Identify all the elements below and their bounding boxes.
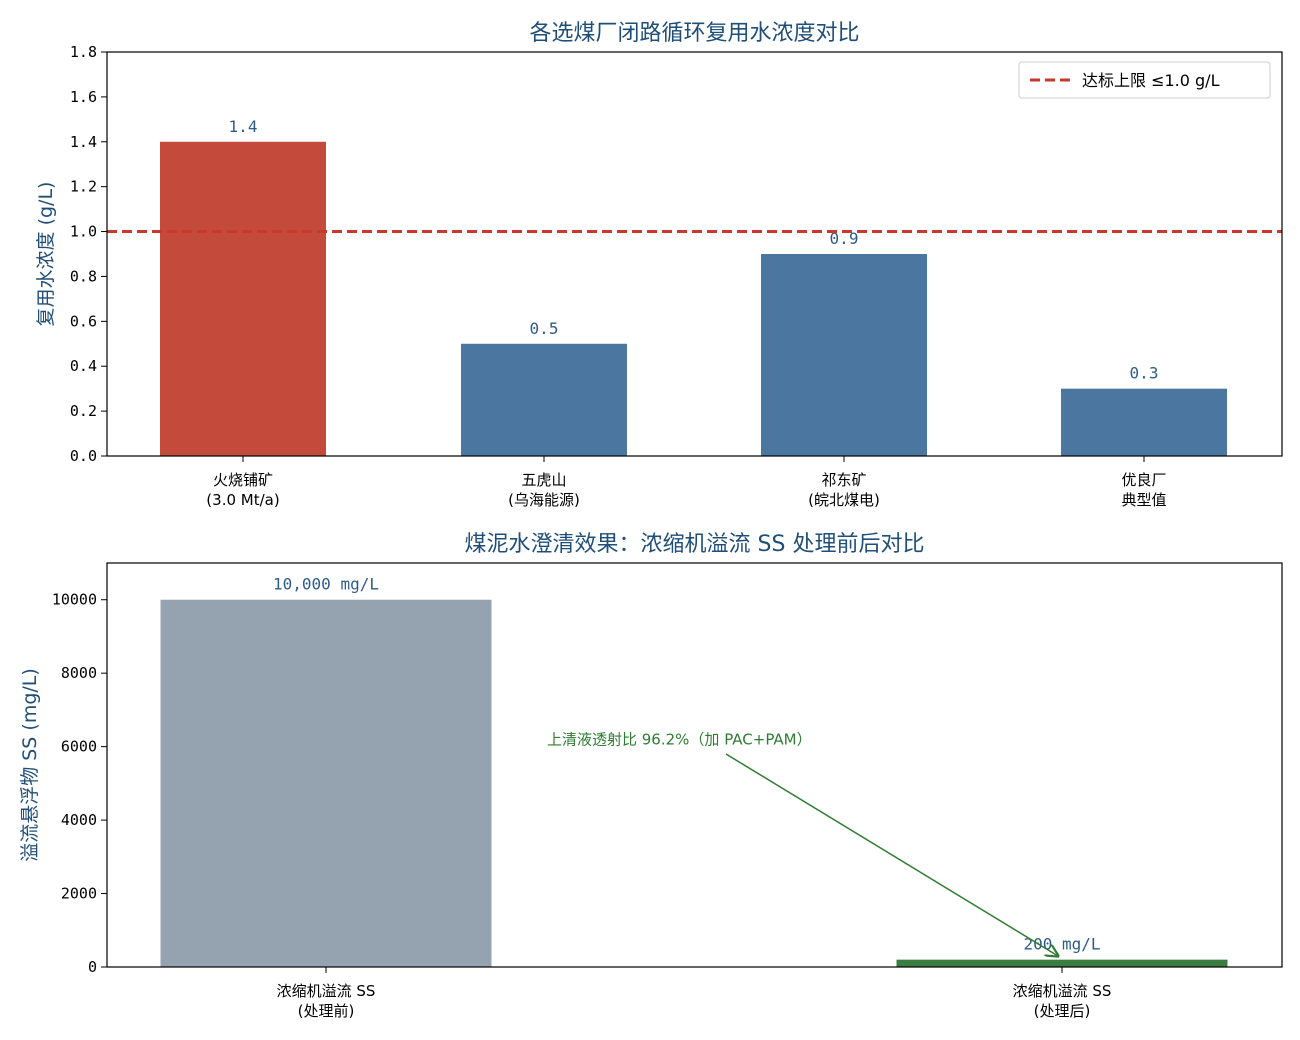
legend: 达标上限 ≤1.0 g/L bbox=[1018, 61, 1271, 99]
data-label: 200 mg/L bbox=[1023, 935, 1100, 954]
y-tick-label: 1.6 bbox=[70, 88, 97, 106]
x-tick-label: (处理前) bbox=[298, 1002, 355, 1020]
annotation-text: 上清液透射比 96.2%（加 PAC+PAM） bbox=[547, 731, 812, 749]
data-label: 10,000 mg/L bbox=[273, 575, 379, 594]
x-tick-label: (乌海能源) bbox=[508, 491, 580, 509]
x-tick-label: 火烧铺矿 bbox=[213, 471, 273, 489]
y-tick-label: 0.2 bbox=[70, 402, 97, 420]
data-label: 1.4 bbox=[229, 117, 258, 136]
y-tick-label: 8000 bbox=[61, 664, 97, 682]
y-tick-label: 0.4 bbox=[70, 357, 97, 375]
plot-area-frame bbox=[106, 562, 1283, 968]
y-axis-label: 复用水浓度 (g/L) bbox=[35, 182, 57, 327]
plot-area-frame bbox=[106, 51, 1283, 457]
x-tick-label: 五虎山 bbox=[521, 471, 566, 489]
x-tick-label: 浓缩机溢流 SS bbox=[1013, 982, 1112, 1000]
y-tick-label: 0 bbox=[88, 958, 97, 976]
bar bbox=[160, 599, 492, 967]
bar bbox=[761, 254, 927, 456]
y-tick-label: 1.2 bbox=[70, 178, 97, 196]
y-tick-label: 4000 bbox=[61, 811, 97, 829]
y-tick-label: 1.0 bbox=[70, 223, 97, 241]
bar bbox=[461, 343, 627, 456]
y-tick-label: 1.4 bbox=[70, 133, 97, 151]
data-label: 0.9 bbox=[830, 229, 859, 248]
legend-box bbox=[1018, 61, 1271, 99]
x-tick-label: 优良厂 bbox=[1121, 471, 1166, 489]
bar bbox=[1061, 388, 1227, 456]
legend-label: 达标上限 ≤1.0 g/L bbox=[1082, 71, 1220, 90]
chart-title: 煤泥水澄清效果：浓缩机溢流 SS 处理前后对比 bbox=[465, 532, 925, 557]
y-tick-label: 2000 bbox=[61, 885, 97, 903]
bar bbox=[896, 959, 1228, 967]
x-tick-label: 祁东矿 bbox=[821, 471, 866, 489]
x-tick-label: (处理后) bbox=[1034, 1002, 1091, 1020]
y-tick-label: 0.6 bbox=[70, 312, 97, 330]
x-tick-label: (皖北煤电) bbox=[808, 491, 880, 509]
bar bbox=[160, 141, 326, 456]
chart-title: 各选煤厂闭路循环复用水浓度对比 bbox=[529, 21, 859, 46]
x-tick-label: 浓缩机溢流 SS bbox=[277, 982, 376, 1000]
annotation-arrow bbox=[725, 753, 1058, 956]
data-label: 0.3 bbox=[1130, 364, 1159, 383]
y-tick-label: 0.0 bbox=[70, 447, 97, 465]
x-tick-label: (3.0 Mt/a) bbox=[206, 491, 279, 509]
y-axis-label: 溢流悬浮物 SS (mg/L) bbox=[19, 668, 41, 862]
y-tick-label: 0.8 bbox=[70, 267, 97, 285]
x-tick-label: 典型值 bbox=[1121, 491, 1166, 509]
data-label: 0.5 bbox=[530, 319, 559, 338]
y-tick-label: 1.8 bbox=[70, 43, 97, 61]
y-tick-label: 10000 bbox=[52, 591, 97, 609]
y-tick-label: 6000 bbox=[61, 738, 97, 756]
